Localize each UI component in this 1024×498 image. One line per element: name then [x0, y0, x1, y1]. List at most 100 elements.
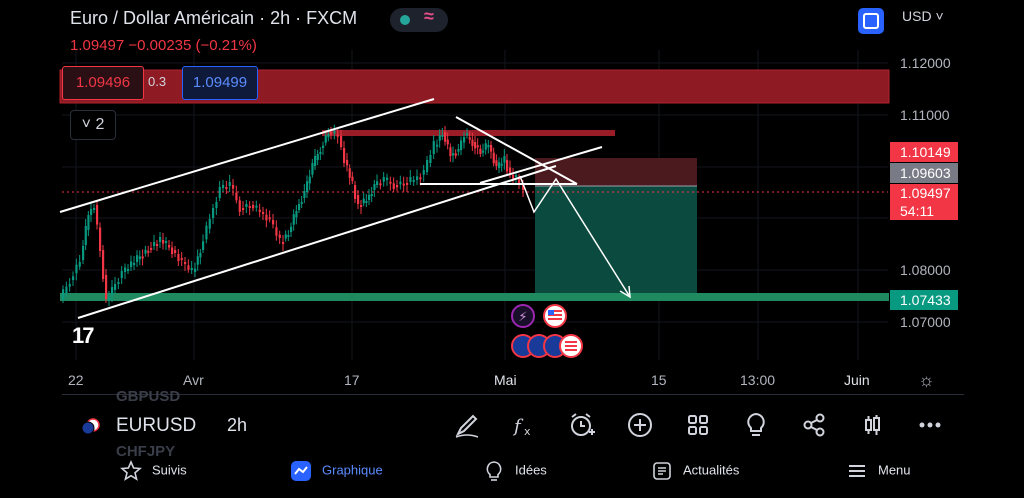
nav-chart[interactable]: Graphique [290, 460, 383, 482]
candle-body [87, 215, 90, 230]
pencil-icon[interactable] [452, 410, 482, 440]
x-axis-tick: 17 [344, 372, 360, 388]
candle-body [389, 181, 392, 184]
us-flag-canton [548, 310, 554, 315]
us-flag-stripe [548, 310, 562, 312]
candle-body [471, 139, 474, 146]
candles-icon[interactable] [857, 410, 887, 440]
share-icon[interactable] [799, 410, 829, 440]
support-zone[interactable] [60, 293, 889, 301]
candle-body [416, 176, 419, 180]
candle-body [419, 177, 422, 180]
plus-circle-icon[interactable] [625, 410, 655, 440]
candle-body [379, 183, 382, 186]
candle-body [436, 144, 439, 147]
symbol-selector[interactable]: EURUSD [116, 415, 197, 436]
candle-body [429, 155, 432, 163]
sell-button[interactable]: 1.09496 [62, 66, 144, 100]
candle-body [82, 246, 85, 260]
candle-body [333, 130, 336, 134]
price-chart[interactable]: ⚡ [0, 0, 1024, 400]
stop-zone[interactable] [535, 158, 697, 186]
candle-body [84, 226, 87, 245]
candle-body [402, 183, 405, 186]
candle-body [292, 214, 295, 225]
candle-body [108, 297, 111, 300]
candle-body [202, 241, 205, 250]
candle-body [357, 195, 360, 204]
nav-menu[interactable]: Menu [846, 460, 911, 482]
candle-body [476, 145, 479, 148]
channel-lower-line[interactable] [77, 165, 557, 319]
candle-body [298, 204, 301, 210]
x-axis-tick: 22 [68, 372, 84, 388]
candle-body [330, 132, 333, 135]
candle-body [180, 258, 183, 260]
candle-body [409, 177, 412, 182]
candle-body [492, 152, 495, 164]
buy-button[interactable]: 1.09499 [182, 66, 258, 100]
eur-usd-flag-icon [81, 418, 100, 434]
lightning-glyph: ⚡ [518, 310, 527, 325]
chart-title[interactable]: Euro / Dollar Américain · 2h · FXCM [70, 8, 358, 28]
triangle-upper-line[interactable] [455, 116, 578, 185]
resistance-zone-border [59, 69, 890, 104]
candle-body [199, 253, 202, 258]
nav-news[interactable]: Actualités [651, 460, 739, 482]
candle-body [295, 211, 298, 218]
candle-body [515, 175, 518, 177]
candle-body [262, 212, 265, 214]
candle-body [468, 137, 471, 140]
candle-body [282, 242, 285, 244]
nav-ideas[interactable]: Idées [483, 460, 547, 482]
grid-icon[interactable] [683, 410, 713, 440]
candle-body [386, 177, 389, 180]
lightning-event-icon[interactable] [511, 304, 535, 328]
resistance-line[interactable] [322, 130, 615, 136]
candle-body [368, 195, 371, 200]
candle-body [311, 163, 314, 175]
fullscreen-button[interactable] [858, 8, 884, 34]
settings-icon[interactable]: ☼ [918, 370, 935, 390]
market-status-pill[interactable] [390, 8, 448, 32]
candle-body [426, 160, 429, 172]
candle-body [392, 183, 395, 189]
candle-body [454, 153, 457, 156]
candle-body [215, 202, 218, 208]
target-zone[interactable] [535, 186, 697, 296]
candle-body [500, 163, 503, 166]
bulb-icon [486, 461, 502, 481]
arrow-head-icon [619, 285, 631, 299]
candle-body [130, 261, 133, 267]
indicators-toggle-button[interactable]: ˅ 2 [70, 110, 116, 140]
us-flag-stripe [548, 314, 562, 316]
candle-body [396, 185, 399, 188]
candle-body [452, 153, 455, 156]
nav-watchlist[interactable]: Suivis [120, 460, 187, 482]
currency-selector[interactable]: USD ˅ [902, 8, 944, 24]
candle-body [168, 245, 171, 248]
candle-body [484, 143, 487, 150]
candle-body [120, 271, 123, 278]
candle-body [228, 182, 231, 186]
alarm-icon[interactable] [567, 410, 597, 440]
candle-body [138, 256, 141, 260]
candle-body [212, 208, 215, 218]
candle-body [503, 156, 506, 163]
idea-bulb-icon[interactable] [741, 410, 771, 440]
us-flag-stripe [548, 318, 562, 320]
triangle-lower-line[interactable] [479, 146, 603, 184]
candle-body [382, 177, 385, 182]
us-flag-stripe [565, 349, 577, 351]
wave-icon: ≈ [424, 6, 434, 26]
us-flag-stripe [565, 341, 577, 343]
channel-upper-line[interactable] [59, 98, 435, 213]
candle-body [522, 185, 525, 190]
us-flag-stripe [565, 345, 577, 347]
projection-path[interactable] [519, 175, 631, 298]
candle-body [90, 209, 93, 215]
star-icon [120, 460, 142, 481]
interval-selector[interactable]: 2h [227, 415, 248, 435]
more-icon[interactable] [915, 410, 945, 440]
